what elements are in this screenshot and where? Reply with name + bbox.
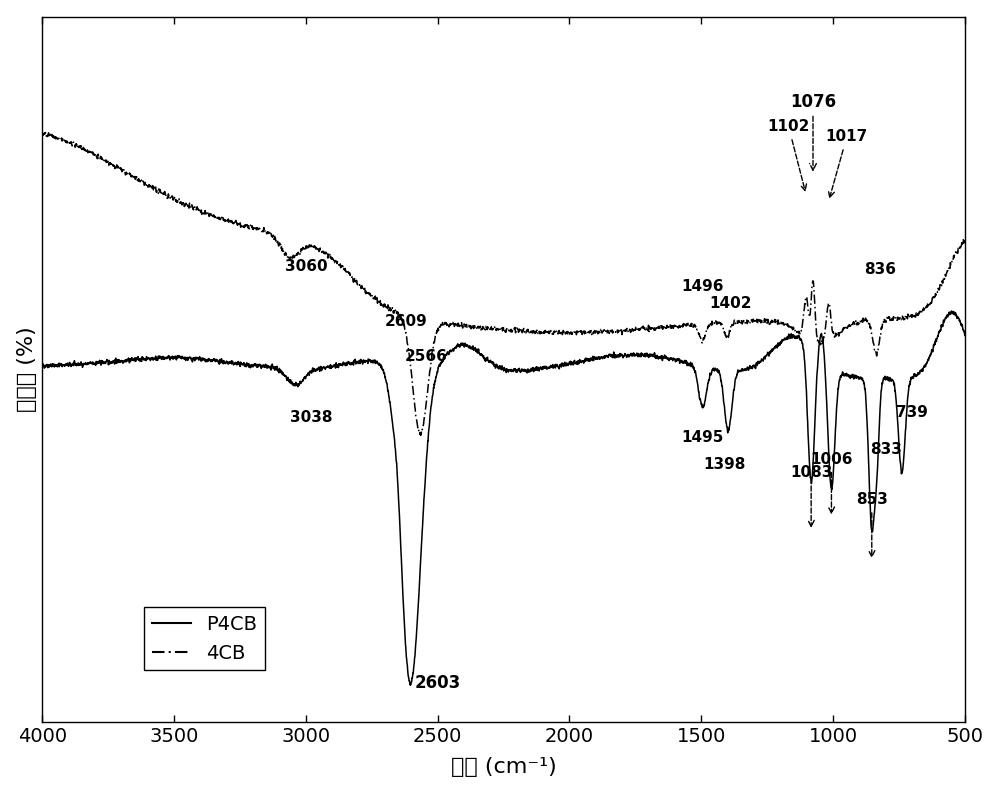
- Text: 1496: 1496: [681, 279, 724, 294]
- 4CB: [36, 131, 48, 141]
- 4CB: [959, 237, 971, 247]
- Text: 853: 853: [856, 492, 888, 557]
- Text: 2603: 2603: [415, 674, 461, 692]
- 4CB: [251, 225, 263, 234]
- Text: 1076: 1076: [790, 93, 836, 170]
- 4CB: [952, 249, 964, 258]
- Text: 1402: 1402: [709, 295, 751, 310]
- Text: 836: 836: [864, 262, 896, 277]
- Y-axis label: 透过率 (%): 透过率 (%): [17, 326, 37, 412]
- Line: 4CB: 4CB: [42, 133, 965, 435]
- Text: 833: 833: [870, 442, 902, 457]
- 4CB: [260, 228, 272, 237]
- Text: 1017: 1017: [826, 129, 868, 198]
- P4CB: [959, 331, 971, 341]
- P4CB: [260, 362, 272, 372]
- Text: 3060: 3060: [285, 259, 327, 274]
- P4CB: [450, 343, 462, 353]
- P4CB: [255, 363, 267, 372]
- X-axis label: 波数 (cm⁻¹): 波数 (cm⁻¹): [451, 757, 556, 777]
- P4CB: [36, 360, 48, 370]
- Text: 1398: 1398: [704, 457, 746, 472]
- 4CB: [256, 226, 268, 236]
- P4CB: [384, 397, 396, 407]
- P4CB: [250, 360, 262, 370]
- Line: P4CB: P4CB: [42, 311, 965, 685]
- 4CB: [415, 430, 427, 440]
- 4CB: [384, 304, 396, 314]
- Text: 3038: 3038: [290, 410, 332, 425]
- Legend: P4CB, 4CB: P4CB, 4CB: [144, 607, 265, 670]
- P4CB: [952, 312, 964, 322]
- 4CB: [450, 319, 462, 329]
- P4CB: [945, 306, 957, 316]
- 4CB: [40, 128, 52, 137]
- Text: 1495: 1495: [681, 430, 724, 445]
- Text: 1006: 1006: [810, 452, 853, 513]
- Text: 2566: 2566: [404, 349, 447, 364]
- Text: 739: 739: [896, 405, 928, 420]
- Text: 2609: 2609: [385, 314, 427, 330]
- Text: 1102: 1102: [767, 119, 810, 191]
- P4CB: [405, 680, 417, 690]
- Text: 1083: 1083: [790, 465, 832, 526]
